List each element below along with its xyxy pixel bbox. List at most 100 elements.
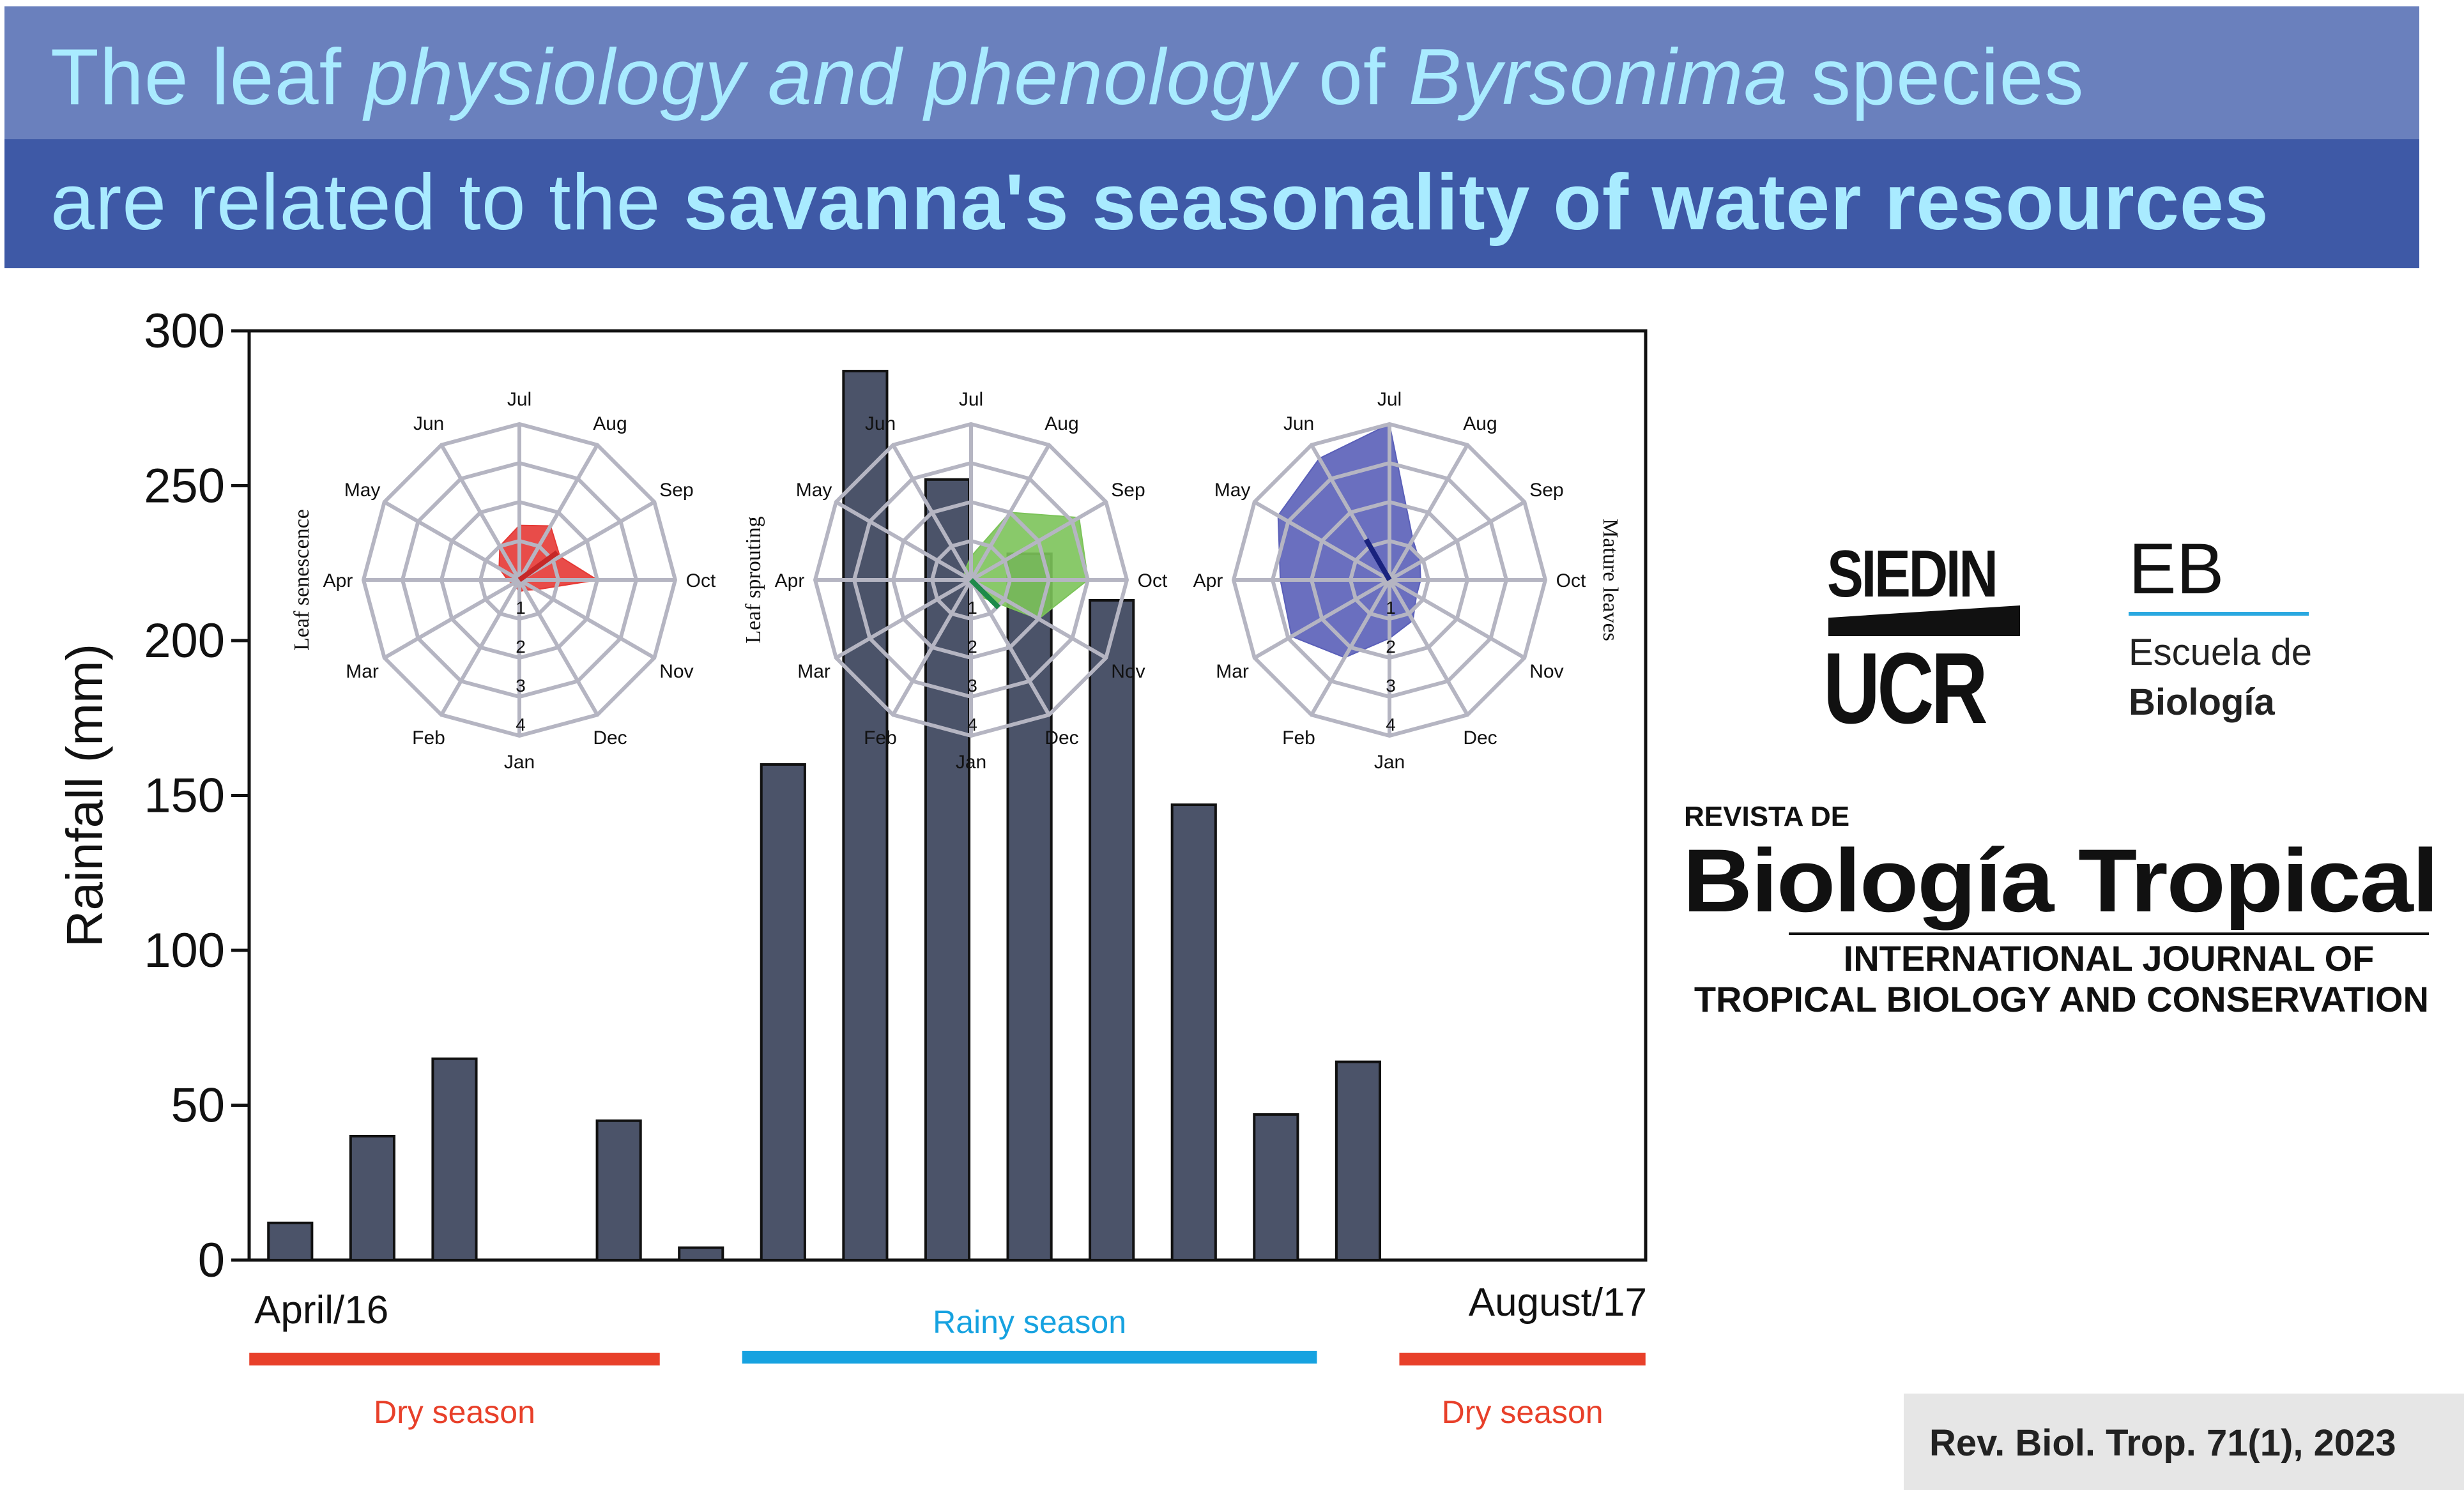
- radar-month-label: Jun: [1283, 413, 1314, 434]
- radar-spoke: [383, 500, 521, 582]
- citation-text: Rev. Biol. Trop. 71(1), 2023: [1929, 1422, 2396, 1464]
- radar-month-label: Nov: [659, 661, 693, 682]
- radar-mean-arrow: [1363, 538, 1392, 582]
- radar-month-label: Jul: [507, 389, 532, 410]
- biologia-text: Biología: [2129, 681, 2275, 723]
- radar-spoke: [440, 444, 521, 581]
- rainfall-bar: [1335, 1060, 1382, 1261]
- radar-month-label: Aug: [1045, 413, 1078, 434]
- radar-spoke: [970, 578, 1107, 660]
- radar-month-label: Apr: [1193, 570, 1223, 591]
- radar-month-label: Oct: [1556, 570, 1586, 591]
- season-label: Rainy season: [933, 1304, 1126, 1340]
- radar-spoke: [1388, 578, 1526, 660]
- radar-month-label: Jul: [959, 389, 983, 410]
- radar-month-label: May: [344, 480, 381, 501]
- radar-side-label: Leaf sprouting: [742, 516, 765, 643]
- radar-ring-label: 3: [516, 676, 526, 696]
- y-axis-label: Rainfall (mm): [56, 644, 113, 948]
- radar-month-label: Dec: [1045, 727, 1078, 749]
- radar-month-label: Jul: [1377, 389, 1402, 410]
- radar-spoke: [835, 500, 972, 582]
- radar-month-label: May: [796, 480, 832, 501]
- radar-month-label: Feb: [1282, 727, 1315, 749]
- radar-month-label: Dec: [1463, 727, 1497, 749]
- rainfall-bar: [431, 1057, 478, 1261]
- radar-month-label: Apr: [323, 570, 353, 591]
- radar-spoke: [970, 500, 1107, 582]
- radar-ring-label: 1: [1386, 598, 1396, 618]
- x-start-label: April/16: [254, 1288, 388, 1332]
- radar-spoke: [891, 579, 973, 716]
- radar-ring-label: 3: [967, 676, 977, 696]
- radar-month-label: Mar: [346, 661, 379, 682]
- radar-side-label: Mature leaves: [1598, 519, 1622, 641]
- rainfall-bar: [1253, 1113, 1299, 1262]
- ucr-logo-text: UCR: [1823, 632, 1988, 745]
- radar-month-label: Jan: [1374, 752, 1405, 773]
- radar-spoke: [1310, 579, 1391, 716]
- radar-month-label: Oct: [1138, 570, 1168, 591]
- rainfall-bar: [1006, 552, 1053, 1262]
- season-label: Dry season: [1442, 1394, 1603, 1430]
- y-tick-label: 300: [144, 304, 225, 358]
- radar-month-label: Nov: [1529, 661, 1563, 682]
- journal-divider: [1789, 932, 2429, 935]
- journal-subtitle-1: INTERNATIONAL JOURNAL OF: [1843, 938, 2375, 978]
- y-tick-label: 50: [171, 1079, 225, 1133]
- radar-month-label: Mar: [1216, 661, 1249, 682]
- radar-month-label: Dec: [593, 727, 627, 749]
- radar-spoke: [518, 500, 655, 582]
- radar-month-label: Aug: [593, 413, 627, 434]
- radar-spoke: [517, 444, 599, 581]
- radar-spoke: [1253, 500, 1391, 582]
- radar-spoke: [969, 579, 1051, 716]
- biologia-tropical-text: Biología Tropical: [1683, 830, 2439, 931]
- radar-spoke: [1253, 578, 1391, 660]
- citation-box: Rev. Biol. Trop. 71(1), 2023: [1904, 1394, 2464, 1490]
- rainfall-chart: 0 50 100 150 200 250 300 Rainfall (mm) April/16 A…: [56, 304, 1648, 1430]
- radar-month-label: May: [1214, 480, 1251, 501]
- radar-month-label: Sep: [659, 480, 693, 501]
- radar-ring-label: 2: [516, 637, 526, 657]
- season-label: Dry season: [374, 1394, 535, 1430]
- escuela-text: Escuela de: [2129, 632, 2312, 673]
- radar-month-label: Sep: [1529, 480, 1563, 501]
- radar-spoke: [517, 579, 599, 716]
- radar-month-label: Sep: [1111, 480, 1145, 501]
- radar-ring-label: 3: [1386, 676, 1396, 696]
- rainfall-bar: [595, 1119, 642, 1261]
- radar-month-label: Mar: [797, 661, 830, 682]
- title-line-1: The leaf physiology and phenology of Byr…: [50, 33, 2085, 121]
- rainfall-bar: [760, 763, 806, 1261]
- radar-spoke: [1388, 500, 1526, 582]
- radar-month-label: Nov: [1111, 661, 1145, 682]
- radar-mean-arrow: [969, 578, 1000, 609]
- radar-side-label: Leaf senescence: [290, 509, 314, 651]
- title-line-2: are related to the savanna's seasonality…: [50, 158, 2269, 247]
- radar-ring-label: 2: [1386, 637, 1396, 657]
- siedin-logo-text: SIEDIN: [1827, 537, 1998, 611]
- y-tick-label: 150: [144, 769, 225, 823]
- radar-ring-label: 2: [967, 637, 977, 657]
- radar-spoke: [518, 578, 655, 660]
- y-tick-label: 100: [144, 924, 225, 978]
- rainfall-bar: [1089, 598, 1135, 1262]
- radar-ring-label: 1: [516, 598, 526, 618]
- rainfall-bar: [349, 1135, 395, 1261]
- radar-spoke: [1388, 579, 1469, 716]
- eb-logo-line: [2129, 612, 2309, 616]
- radar-month-label: Feb: [412, 727, 445, 749]
- radar-month-label: Aug: [1463, 413, 1497, 434]
- radar-month-label: Jun: [865, 413, 896, 434]
- radar-month-label: Jan: [504, 752, 535, 773]
- radar-ring-label: 1: [967, 598, 977, 618]
- radar-ring-label: 4: [516, 715, 526, 734]
- rainfall-bar: [267, 1221, 314, 1262]
- radar-mean-arrow: [517, 550, 559, 582]
- revista-text: REVISTA DE: [1684, 801, 1850, 832]
- y-tick-label: 0: [198, 1233, 225, 1288]
- radar-month-label: Jan: [956, 752, 986, 773]
- radar-spoke: [440, 579, 521, 716]
- banner-bottom-band: [4, 139, 2419, 268]
